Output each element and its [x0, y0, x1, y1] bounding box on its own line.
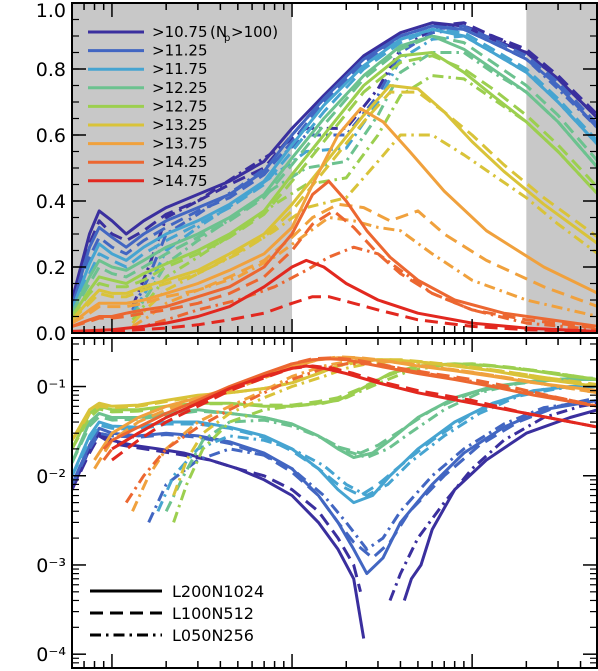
series-line-7-dashdot: [132, 245, 598, 332]
series-line-0-dashed: [72, 434, 362, 593]
series-line-6-dashdot: [131, 358, 598, 512]
legend-label-8: >14.75: [152, 172, 208, 190]
legend-label-6: >13.75: [152, 135, 208, 153]
series-line-6-dashdot: [131, 216, 598, 328]
series-line-8-solid: [111, 364, 598, 451]
series-line-1-dashdot: [147, 398, 598, 551]
legend-label-7: >14.25: [152, 153, 208, 171]
series-group: [72, 21, 598, 333]
legend-note-sub: p: [224, 33, 230, 44]
legend-label-5: >13.25: [152, 116, 208, 134]
series-line-2-dashed: [72, 27, 598, 311]
bottom-panel: 0⁻¹ 0⁻² 0⁻³ 0⁻⁴ L200N1024 L100N512 L050N256: [36, 337, 598, 669]
series-line-3-solid: [72, 34, 598, 314]
series-line-8-dashed: [111, 364, 598, 462]
y-tick-label: 0.6: [36, 125, 66, 147]
legend-label-1: >11.25: [152, 42, 208, 60]
y-tick-label: 0.0: [36, 323, 66, 345]
legend-note: (N: [210, 23, 227, 41]
style-legend-label-2: L050N256: [172, 626, 254, 645]
y-tick-label: 0.8: [36, 59, 66, 81]
series-line-4-dashed: [72, 54, 598, 318]
series-line-7-dashed: [72, 209, 598, 330]
series-line-8-dashed: [72, 295, 598, 333]
series-line-5-dashdot: [131, 133, 598, 325]
series-line-5-dashed: [72, 358, 598, 442]
series-line-4-solid: [72, 51, 598, 318]
shaded-region-1: [526, 3, 598, 333]
style-legend-label-0: L200N1024: [172, 582, 264, 601]
series-line-7-solid: [72, 179, 598, 328]
series-line-7-dashdot: [124, 362, 598, 504]
series-line-1-solid: [72, 24, 598, 308]
series-line-5-dashdot: [172, 360, 598, 497]
legend-label-3: >12.25: [152, 79, 208, 97]
series-line-3-solid: [72, 378, 598, 464]
series-line-4-dashdot: [131, 74, 598, 321]
series-line-6-solid: [72, 107, 598, 325]
series-line-2-dashdot: [156, 385, 598, 512]
series-line-4-dashdot: [172, 363, 598, 523]
series-group: [72, 355, 598, 639]
series-line-1-dashdot: [131, 27, 598, 311]
top-panel: 0.00.20.40.60.81.0>10.75>11.25>11.75>12.…: [36, 0, 598, 345]
legend-label-0: >10.75: [152, 23, 208, 41]
legend-note-end: >100): [231, 23, 278, 41]
y-tick-label: 0⁻²: [36, 466, 66, 488]
y-tick-label: 0.2: [36, 257, 66, 279]
series-line-0-dashed: [72, 21, 598, 301]
series-line-2-dashed: [72, 383, 598, 497]
y-tick-label: 0⁻⁴: [36, 644, 66, 666]
style-legend-label-1: L100N512: [172, 604, 254, 623]
legend-label-2: >11.75: [152, 60, 208, 78]
series-line-0-solid2: [402, 408, 598, 601]
y-tick-label: 0⁻¹: [36, 377, 66, 399]
series-line-8-solid: [72, 258, 598, 333]
series-line-3-dashed: [72, 34, 598, 314]
legend-label-4: >12.75: [152, 97, 208, 115]
series-line-2-solid: [72, 27, 598, 311]
series-line-3-dashdot: [131, 51, 598, 318]
y-tick-label: 0⁻³: [36, 555, 66, 577]
y-tick-label: 0.4: [36, 191, 66, 213]
y-tick-label: 1.0: [36, 0, 66, 22]
series-line-5-solid: [72, 84, 598, 321]
